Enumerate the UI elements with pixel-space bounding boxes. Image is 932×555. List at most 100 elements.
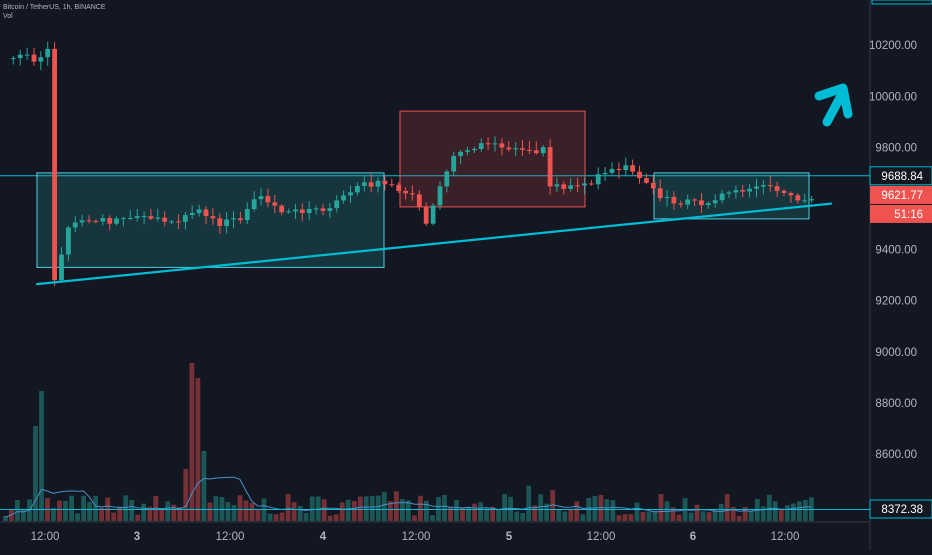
candle-body <box>31 54 37 62</box>
volume-bar <box>63 501 68 521</box>
volume-bar <box>255 508 261 521</box>
candle-body <box>134 216 140 218</box>
candle-body <box>403 190 408 194</box>
candle-body <box>733 190 739 193</box>
volume-bar <box>237 495 243 521</box>
price-tick-label: 8800.00 <box>875 398 917 410</box>
volume-bar <box>466 507 471 521</box>
candle-body <box>114 218 119 224</box>
volume-bar <box>478 502 483 521</box>
volume-bar <box>736 515 742 521</box>
candle-body <box>17 54 23 59</box>
range-box-2[interactable] <box>399 110 586 208</box>
volume-bar <box>297 505 303 521</box>
volume-bar <box>321 499 327 521</box>
candle-body <box>699 200 704 206</box>
volume-bar <box>333 514 339 521</box>
volume-bar <box>394 491 399 521</box>
candle-body <box>286 211 291 213</box>
candle-body <box>217 218 223 226</box>
volume-bar <box>484 508 489 521</box>
volume-bar <box>57 500 62 521</box>
volume-bar <box>81 495 86 521</box>
candle-body <box>293 209 298 212</box>
volume-bar <box>309 496 315 521</box>
candle-body <box>389 184 395 186</box>
range-box-1[interactable] <box>36 172 385 268</box>
volume-bar <box>195 378 201 521</box>
candle-body <box>313 208 319 210</box>
volume-bar <box>117 506 123 521</box>
candle-body <box>582 183 587 186</box>
candle-body <box>59 254 64 281</box>
volume-bar <box>201 451 207 521</box>
volume-bar <box>129 500 135 521</box>
volume-bar <box>538 494 544 521</box>
volume-bar <box>345 499 351 521</box>
candle-body <box>575 185 580 187</box>
candle-body <box>506 147 512 150</box>
countdown-badge: 51:16 <box>894 209 923 221</box>
candle-body <box>774 186 780 191</box>
volume-bar <box>706 512 712 521</box>
volume-bar <box>448 506 453 521</box>
candle-body <box>540 147 546 154</box>
candle-body <box>320 208 326 211</box>
candle-body <box>650 182 656 189</box>
volume-bar <box>291 502 297 521</box>
volume-bar <box>207 502 213 521</box>
volume-bar <box>165 501 171 521</box>
volume-bar <box>640 511 646 521</box>
candle-body <box>148 216 154 219</box>
volume-bar <box>363 496 369 521</box>
volume-bar <box>598 494 604 521</box>
candle-body <box>279 205 285 213</box>
candle-body <box>52 48 57 281</box>
trendline[interactable] <box>35 202 833 286</box>
price-axis-panel[interactable] <box>870 0 932 550</box>
volume-bar <box>508 496 513 521</box>
volume-bar <box>279 512 285 521</box>
candle-body <box>740 190 746 192</box>
candle-body <box>719 193 725 201</box>
last-price-badge-bg <box>870 185 932 204</box>
volume-bar <box>790 503 796 521</box>
price-tick-label: 9800.00 <box>875 142 917 154</box>
volume-bar <box>267 513 273 521</box>
candle-body <box>568 185 574 189</box>
candle-body <box>169 221 174 223</box>
candle-body <box>244 209 250 221</box>
top-level-marker <box>871 0 932 5</box>
volume-bar <box>628 514 634 521</box>
candle-body <box>595 174 601 185</box>
volume-bar <box>141 503 147 521</box>
volume-bar <box>622 514 628 521</box>
candle-body <box>121 218 126 220</box>
candle-body <box>678 203 684 205</box>
volume-bar <box>387 501 393 521</box>
price-tick-label: 9000.00 <box>875 347 917 359</box>
candle-body <box>623 165 629 171</box>
volume-bar <box>375 495 381 521</box>
candle-body <box>527 149 532 151</box>
volume-bar <box>430 515 435 521</box>
time-tick-label: 12:00 <box>402 531 431 543</box>
volume-bar <box>568 509 574 521</box>
candle-body <box>465 150 470 152</box>
candle-body <box>79 220 85 223</box>
volume-bar <box>676 514 682 521</box>
candle-body <box>478 143 484 149</box>
volume-bar <box>454 500 459 521</box>
candle-body <box>657 188 663 199</box>
volume-bar <box>604 499 610 521</box>
volume-bar <box>550 490 556 521</box>
range-box-3[interactable] <box>653 172 810 220</box>
candle-body <box>726 192 732 194</box>
candle-body <box>265 196 271 203</box>
candle-body <box>176 221 181 223</box>
candle-body <box>492 143 498 145</box>
candle-body <box>382 180 388 185</box>
volume-ma-line <box>5 476 812 518</box>
